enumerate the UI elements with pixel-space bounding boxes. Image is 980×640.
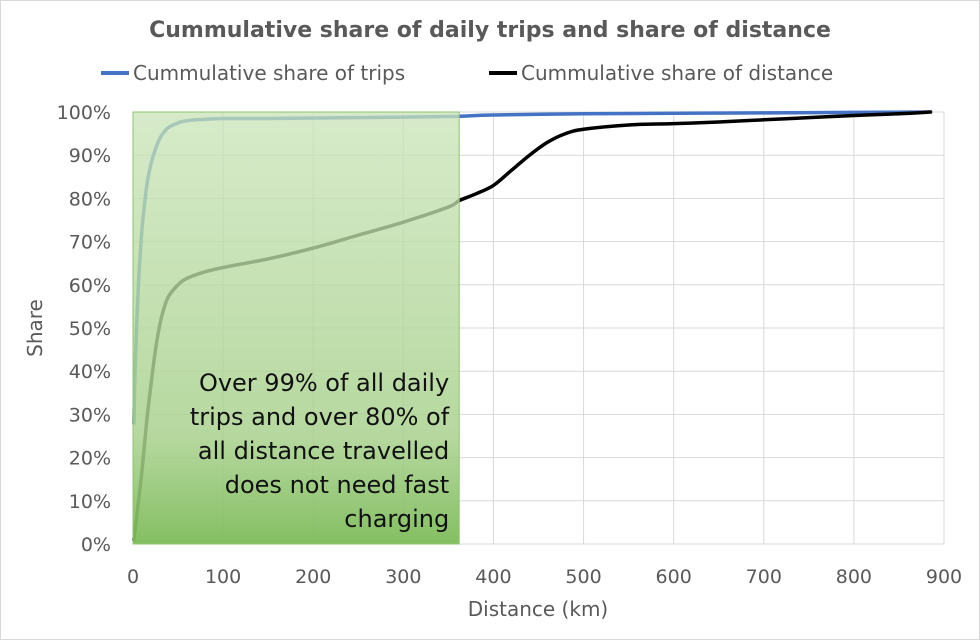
y-axis-title: Share <box>23 299 47 357</box>
y-tick-label: 40% <box>69 361 111 383</box>
y-tick-label: 80% <box>69 188 111 210</box>
legend-label-trips: Cummulative share of trips <box>133 61 405 85</box>
x-tick-label: 800 <box>836 566 872 588</box>
y-tick-label: 20% <box>69 448 111 470</box>
y-tick-label: 30% <box>69 404 111 426</box>
annotation-text: Over 99% of all daily trips and over 80% … <box>190 369 450 533</box>
y-tick-label: 10% <box>69 491 111 513</box>
y-tick-label: 90% <box>69 145 111 167</box>
annotation-line: charging <box>344 505 449 533</box>
annotation-line: trips and over 80% of <box>190 403 450 431</box>
x-tick-label: 500 <box>565 566 601 588</box>
annotation-line: does not need fast <box>225 471 449 499</box>
x-tick-label: 200 <box>295 566 331 588</box>
y-tick-label: 0% <box>81 534 111 556</box>
chart-title: Cummulative share of daily trips and sha… <box>149 18 831 43</box>
legend: Cummulative share of trips Cummulative s… <box>101 61 833 85</box>
x-tick-labels: 0 100 200 300 400 500 600 700 800 900 <box>127 566 962 588</box>
annotation-line: all distance travelled <box>198 437 449 465</box>
annotation-line: Over 99% of all daily <box>199 369 449 397</box>
x-tick-label: 400 <box>475 566 511 588</box>
highlight-region <box>132 111 460 545</box>
y-tick-label: 70% <box>69 232 111 254</box>
x-tick-label: 600 <box>656 566 692 588</box>
y-tick-label: 50% <box>69 318 111 340</box>
y-tick-label: 100% <box>57 102 111 124</box>
y-tick-label: 60% <box>69 275 111 297</box>
x-tick-label: 700 <box>746 566 782 588</box>
x-tick-label: 100 <box>205 566 241 588</box>
x-axis-title: Distance (km) <box>468 597 608 621</box>
y-tick-labels: 0% 10% 20% 30% 40% 50% 60% 70% 80% 90% 100% <box>57 102 111 556</box>
x-tick-label: 300 <box>385 566 421 588</box>
x-tick-label: 900 <box>926 566 962 588</box>
x-tick-label: 0 <box>127 566 139 588</box>
highlight-region-layer <box>132 111 460 545</box>
legend-label-distance: Cummulative share of distance <box>521 61 833 85</box>
